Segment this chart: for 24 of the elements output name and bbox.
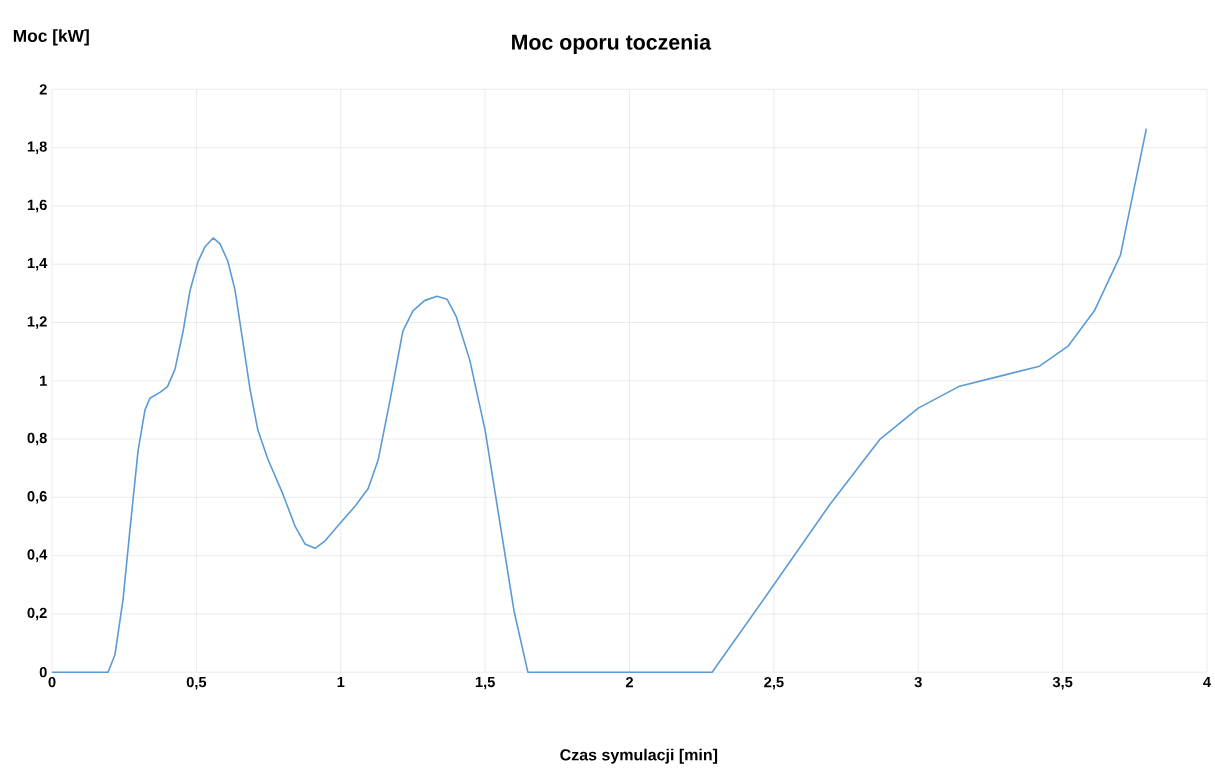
y-axis-title: Moc [kW] bbox=[13, 29, 89, 46]
x-tick-label: 0,5 bbox=[186, 676, 207, 690]
y-tick-label: 1,2 bbox=[27, 316, 47, 329]
y-tick-label: 0,8 bbox=[27, 432, 47, 446]
y-tick-label: 2 bbox=[39, 84, 47, 95]
x-tick-label: 0 bbox=[48, 676, 56, 688]
chart-title: Moc oporu toczenia bbox=[512, 33, 712, 54]
y-tick-label: 0,6 bbox=[27, 490, 47, 504]
x-tick-label: 2,5 bbox=[764, 676, 784, 690]
x-tick-label: 2 bbox=[625, 676, 633, 688]
x-tick-label: 3,5 bbox=[1052, 676, 1073, 690]
y-tick-label: 0,2 bbox=[27, 607, 47, 621]
y-tick-label: 0 bbox=[39, 666, 47, 678]
y-tick-label: 1,4 bbox=[27, 257, 48, 271]
x-axis-title: Czas symulacji [min] bbox=[560, 748, 718, 764]
x-tick-label: 1 bbox=[337, 676, 345, 687]
x-tick-label: 4 bbox=[1203, 676, 1211, 687]
y-tick-label: 1,8 bbox=[27, 141, 47, 154]
y-tick-label: 1,6 bbox=[27, 199, 47, 213]
y-tick-label: 0,4 bbox=[27, 549, 48, 562]
x-tick-label: 3 bbox=[914, 676, 922, 688]
y-tick-label: 1 bbox=[40, 375, 47, 386]
x-tick-label: 1,5 bbox=[475, 676, 495, 690]
line-series bbox=[51, 127, 1148, 673]
